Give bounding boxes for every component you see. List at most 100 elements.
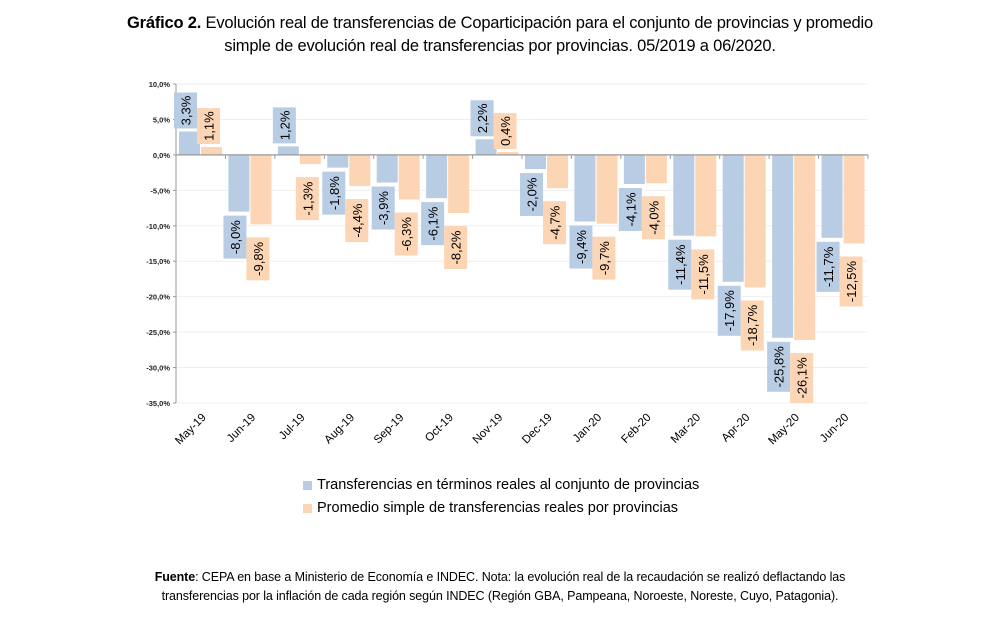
legend-item-series-2: Promedio simple de transferencias reales…: [303, 497, 699, 520]
bar-promedio: [547, 154, 568, 189]
data-label-box: [691, 249, 715, 300]
x-tick-label: Apr-20: [720, 412, 753, 445]
data-label: -4,0%: [646, 200, 661, 234]
data-label-box: [839, 256, 863, 307]
data-label-box: [174, 92, 197, 129]
data-label-box: [345, 199, 369, 243]
data-label: -11,4%: [673, 244, 688, 285]
data-label: -11,7%: [821, 246, 836, 287]
bar-conjunto: [475, 139, 497, 155]
data-label: -6,1%: [426, 206, 441, 240]
data-label: -6,3%: [399, 217, 414, 251]
chart-title-line2: simple de evolución real de transferenci…: [224, 37, 776, 55]
bar-promedio: [250, 154, 272, 225]
bars: [179, 131, 865, 340]
data-label-box: [272, 107, 296, 144]
x-tick-label: Mar-20: [669, 412, 703, 446]
y-tick-label: -15,0%: [146, 257, 170, 266]
x-tick-label: Jul-19: [277, 412, 308, 443]
bar-conjunto: [772, 154, 794, 338]
data-label-box: [740, 300, 764, 351]
bar-promedio: [645, 154, 667, 184]
bar-conjunto: [277, 146, 299, 155]
bar-conjunto: [722, 154, 744, 282]
data-label-box: [816, 241, 840, 292]
data-label: -8,0%: [228, 220, 243, 254]
bar-conjunto: [821, 154, 843, 238]
data-label-box: [520, 173, 543, 217]
data-label: -2,0%: [525, 177, 540, 211]
bar-promedio: [497, 152, 519, 155]
data-label-box: [295, 177, 319, 221]
source-note: Fuente: CEPA en base a Ministerio de Eco…: [0, 568, 1000, 606]
source-note-line2: transferencias por la inflación de cada …: [161, 589, 839, 603]
x-tick-label: May-19: [173, 412, 209, 448]
data-label-box: [668, 239, 692, 290]
bar-promedio: [596, 154, 618, 224]
data-label: -11,5%: [696, 254, 711, 295]
data-label-box: [421, 202, 445, 246]
y-tick-label: 0,0%: [153, 151, 170, 160]
data-label: -9,4%: [574, 230, 589, 264]
x-tick-label: Aug-19: [322, 412, 357, 447]
data-label: -17,9%: [722, 290, 737, 332]
bar-conjunto: [426, 154, 448, 199]
bar-promedio: [744, 154, 766, 288]
x-tick-label: Sep-19: [372, 412, 407, 447]
bar-promedio: [201, 147, 222, 155]
bar-conjunto: [179, 131, 200, 155]
chart-title-line1: Gráfico 2. Evolución real de transferenc…: [0, 12, 1000, 35]
bar-conjunto: [376, 154, 398, 183]
data-label: -1,3%: [300, 181, 315, 215]
bar-conjunto: [623, 154, 645, 184]
x-tick-label: Jun-19: [225, 412, 258, 445]
bar-conjunto: [574, 154, 596, 222]
y-tick-label: -5,0%: [150, 186, 170, 195]
bar-conjunto: [673, 154, 695, 236]
chart-title: Gráfico 2. Evolución real de transferenc…: [0, 12, 1000, 58]
data-label-box: [394, 212, 418, 256]
data-label: 2,2%: [475, 103, 490, 133]
data-label-box: [223, 215, 247, 259]
data-label-box: [246, 237, 270, 281]
bar-promedio: [843, 154, 865, 244]
data-label: -4,7%: [548, 205, 563, 239]
data-label: -26,1%: [795, 357, 810, 399]
data-label: -4,1%: [623, 192, 638, 226]
data-label-box: [543, 201, 566, 245]
legend-swatch-series-2: [303, 504, 312, 513]
y-tick-label: 10,0%: [149, 80, 171, 89]
bar-chart: 3,3% 1,1% -8,0% -9,8% 1,2% -1,3% -1,8% -4,4% -3,…: [146, 80, 869, 448]
x-tick-label: Oct-19: [423, 412, 456, 445]
legend-label-series-1: Transferencias en términos reales al con…: [317, 477, 700, 493]
data-label: -4,4%: [350, 203, 365, 237]
bar-promedio: [398, 154, 420, 200]
data-label: -3,9%: [376, 191, 391, 225]
x-tick-label: Nov-19: [471, 412, 506, 447]
bar-promedio: [695, 154, 717, 237]
data-label-box: [767, 341, 791, 392]
data-label-box: [618, 187, 642, 231]
bar-conjunto: [327, 154, 349, 168]
bar-conjunto: [525, 154, 546, 170]
data-label: -18,7%: [745, 304, 760, 346]
y-tick-label: -10,0%: [146, 222, 170, 231]
legend-swatch-series-1: [303, 481, 312, 490]
data-label: -1,8%: [327, 176, 342, 210]
axes: [173, 83, 869, 404]
x-tick-label: Jan-20: [571, 412, 604, 445]
data-label: 1,2%: [277, 110, 292, 140]
data-label-box: [717, 285, 741, 336]
data-label: -25,8%: [772, 346, 787, 388]
x-tick-label: May-20: [766, 412, 802, 448]
y-axis-ticks: 10,0% 5,0% 0,0% -5,0% -10,0% -15,0% -20,0% -25,…: [146, 80, 170, 408]
source-label: Fuente: [154, 570, 196, 584]
data-label: -8,2%: [449, 230, 464, 264]
data-label: -12,5%: [844, 260, 859, 302]
data-label-box: [470, 100, 494, 137]
data-label: 3,3%: [179, 95, 194, 125]
data-label-box: [444, 226, 468, 270]
source-text: : CEPA en base a Ministerio de Economía …: [195, 570, 846, 584]
data-label: -9,8%: [251, 241, 266, 275]
data-label: 1,1%: [202, 111, 217, 141]
